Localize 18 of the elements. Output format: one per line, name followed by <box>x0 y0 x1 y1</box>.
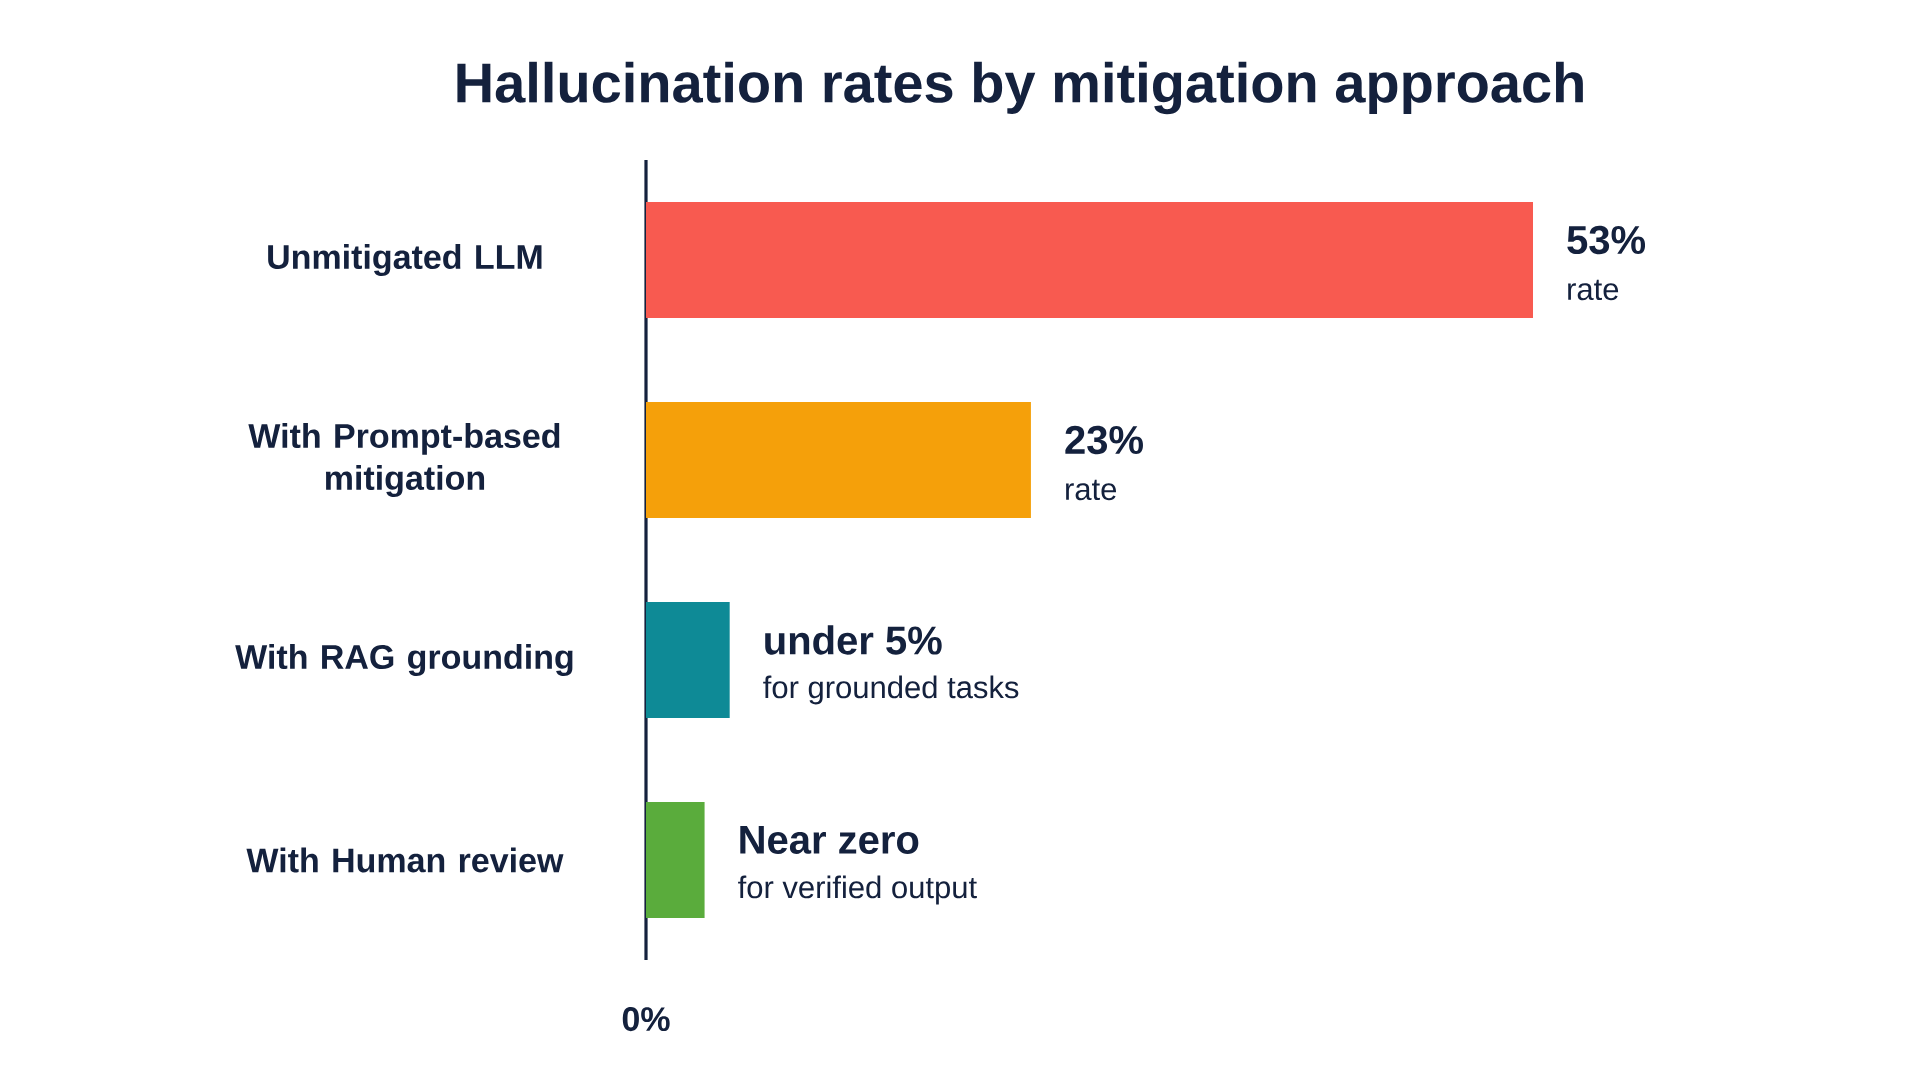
bar <box>646 601 730 718</box>
annotation: rate <box>1066 479 1117 501</box>
bar <box>646 201 1533 318</box>
bar <box>646 802 705 918</box>
chart-title: Hallucination rates by mitigation approach <box>457 61 1583 115</box>
data-label: 53% <box>1567 225 1646 255</box>
data-label: under 5% <box>765 625 942 655</box>
text: 0% <box>622 1007 670 1032</box>
bar <box>646 401 1031 518</box>
y-tick-label: With RAG grounding <box>235 644 573 676</box>
y-tick-label: With Human review <box>246 847 564 873</box>
data-label: 23% <box>1065 425 1143 455</box>
y-tick-label: Unmitigated LLM <box>268 244 542 276</box>
data-label: Near zero <box>740 826 919 854</box>
y-tick-label: With Prompt-based mitigation <box>248 423 560 497</box>
annotation: rate <box>1568 279 1619 301</box>
annotation: for grounded tasks <box>763 675 1019 705</box>
annotation: for verified output <box>738 875 977 905</box>
